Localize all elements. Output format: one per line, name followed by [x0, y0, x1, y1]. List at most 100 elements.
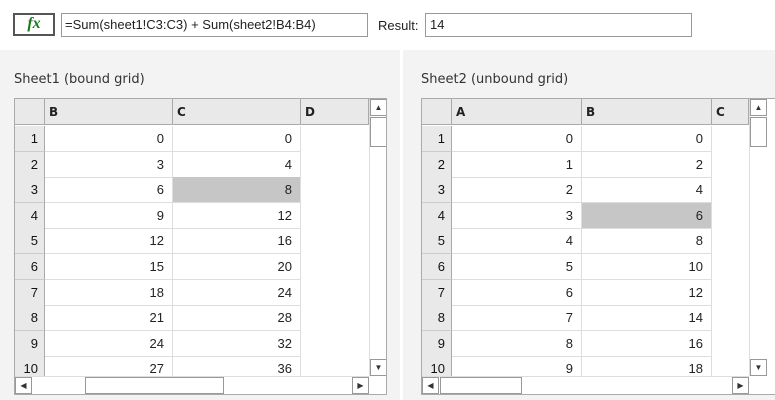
grid-cell[interactable]: 24 — [45, 330, 173, 357]
row-header[interactable]: 4 — [422, 202, 452, 229]
grid-cell[interactable]: 12 — [45, 228, 173, 255]
scroll-down-icon[interactable]: ▼ — [750, 359, 767, 376]
column-header-B[interactable]: B — [582, 99, 712, 125]
row-header[interactable]: 8 — [422, 305, 452, 332]
grid-cell[interactable]: 7 — [452, 305, 582, 332]
scroll-right-icon[interactable]: ▶ — [732, 377, 749, 394]
fx-button[interactable]: fx — [13, 13, 55, 36]
vertical-scrollbar[interactable]: ▲ ▼ — [749, 99, 767, 376]
horizontal-scroll-thumb[interactable] — [440, 377, 522, 394]
row-header[interactable]: 5 — [422, 228, 452, 255]
column-header-D[interactable]: D — [301, 99, 369, 125]
formula-toolbar: fx =Sum(sheet1!C3:C3) + Sum(sheet2!B4:B4… — [0, 0, 775, 50]
column-header-C[interactable]: C — [712, 99, 749, 125]
grid-cell[interactable]: 0 — [45, 126, 173, 152]
row-header[interactable]: 2 — [15, 151, 45, 178]
table-row: 9 8 16 — [422, 330, 712, 357]
grid-cell[interactable]: 0 — [452, 126, 582, 152]
row-header[interactable]: 6 — [15, 254, 45, 280]
grid-cell[interactable]: 16 — [173, 228, 301, 255]
grid-cell[interactable]: 12 — [173, 202, 301, 229]
grid-cell[interactable]: 9 — [45, 202, 173, 229]
table-row: 6 15 20 — [15, 254, 301, 280]
formula-input[interactable]: =Sum(sheet1!C3:C3) + Sum(sheet2!B4:B4) — [61, 13, 368, 37]
row-header[interactable]: 1 — [15, 126, 45, 152]
grid-cell[interactable]: 1 — [452, 151, 582, 178]
row-header[interactable]: 4 — [15, 202, 45, 229]
panel-divider[interactable] — [400, 50, 403, 400]
row-header[interactable]: 5 — [15, 228, 45, 255]
table-row: 7 18 24 — [15, 279, 301, 306]
table-row: 7 6 12 — [422, 279, 712, 306]
table-row: 8 7 14 — [422, 305, 712, 332]
table-row: 6 5 10 — [422, 254, 712, 280]
grid-cell[interactable]: 15 — [45, 254, 173, 280]
scroll-left-icon[interactable]: ◀ — [15, 377, 32, 394]
row-header[interactable]: 1 — [422, 126, 452, 152]
grid-cell[interactable]: 21 — [45, 305, 173, 332]
scroll-left-icon[interactable]: ◀ — [422, 377, 439, 394]
row-header[interactable]: 3 — [422, 177, 452, 204]
grid-cell[interactable]: 5 — [452, 254, 582, 280]
sheet2-grid[interactable]: A B C 1 0 0 2 1 2 3 2 4 4 3 6 5 4 8 6 5 10 7 6 12 8 7 14 9 8 16 10 9 18 ▲… — [421, 98, 775, 395]
column-header-B[interactable]: B — [45, 99, 173, 125]
row-header[interactable]: 6 — [422, 254, 452, 280]
row-header[interactable]: 8 — [15, 305, 45, 332]
grid-cell[interactable]: 10 — [582, 254, 712, 280]
grid-cell[interactable]: 24 — [173, 279, 301, 306]
scroll-up-icon[interactable]: ▲ — [750, 99, 767, 116]
scroll-right-icon[interactable]: ▶ — [352, 377, 369, 394]
vertical-scroll-thumb[interactable] — [370, 117, 386, 147]
grid-cell[interactable]: 6 — [582, 202, 712, 229]
vertical-scroll-thumb[interactable] — [750, 117, 767, 147]
column-header-A[interactable]: A — [452, 99, 582, 125]
grid-cell[interactable]: 0 — [173, 126, 301, 152]
horizontal-scrollbar[interactable]: ◀ ▶ — [15, 376, 369, 394]
grid-cell[interactable]: 18 — [45, 279, 173, 306]
vertical-scrollbar[interactable]: ▲ ▼ — [369, 99, 386, 376]
column-header-C[interactable]: C — [173, 99, 301, 125]
horizontal-scroll-thumb[interactable] — [85, 377, 224, 394]
corner-cell[interactable] — [422, 99, 452, 125]
grid-cell[interactable]: 0 — [582, 126, 712, 152]
sheet1-grid[interactable]: B C D 1 0 0 2 3 4 3 6 8 4 9 12 5 12 16 6 15 20 7 18 24 8 21 28 9 24 3… — [14, 98, 387, 395]
row-header[interactable]: 7 — [15, 279, 45, 306]
grid-cell[interactable]: 2 — [582, 151, 712, 178]
row-header[interactable]: 9 — [15, 330, 45, 357]
grid-cell[interactable]: 4 — [582, 177, 712, 204]
grid-cell[interactable]: 3 — [45, 151, 173, 178]
grid-cell[interactable]: 20 — [173, 254, 301, 280]
row-header[interactable]: 3 — [15, 177, 45, 204]
row-header[interactable]: 7 — [422, 279, 452, 306]
grid-cell[interactable]: 12 — [582, 279, 712, 306]
grid-cell[interactable]: 14 — [582, 305, 712, 332]
grid-cell[interactable]: 32 — [173, 330, 301, 357]
corner-cell[interactable] — [15, 99, 45, 125]
grid-cell[interactable]: 8 — [452, 330, 582, 357]
grid-cell[interactable]: 3 — [452, 202, 582, 229]
sheet1-title: Sheet1 (bound grid) — [14, 72, 145, 87]
grid-cell[interactable]: 6 — [452, 279, 582, 306]
grid-cell[interactable]: 28 — [173, 305, 301, 332]
grid-cell[interactable]: 4 — [452, 228, 582, 255]
grid-cell[interactable]: 6 — [45, 177, 173, 204]
horizontal-scrollbar[interactable]: ◀ ▶ — [422, 376, 749, 394]
row-header[interactable]: 9 — [422, 330, 452, 357]
row-header[interactable]: 2 — [422, 151, 452, 178]
scroll-up-icon[interactable]: ▲ — [370, 99, 386, 116]
grid-cell[interactable]: 4 — [173, 151, 301, 178]
scroll-down-icon[interactable]: ▼ — [370, 359, 386, 376]
grid-cell[interactable]: 16 — [582, 330, 712, 357]
grid-cell[interactable]: 2 — [452, 177, 582, 204]
grid-cell[interactable]: 8 — [582, 228, 712, 255]
table-row: 5 12 16 — [15, 228, 301, 255]
grid-cell[interactable]: 8 — [173, 177, 301, 204]
